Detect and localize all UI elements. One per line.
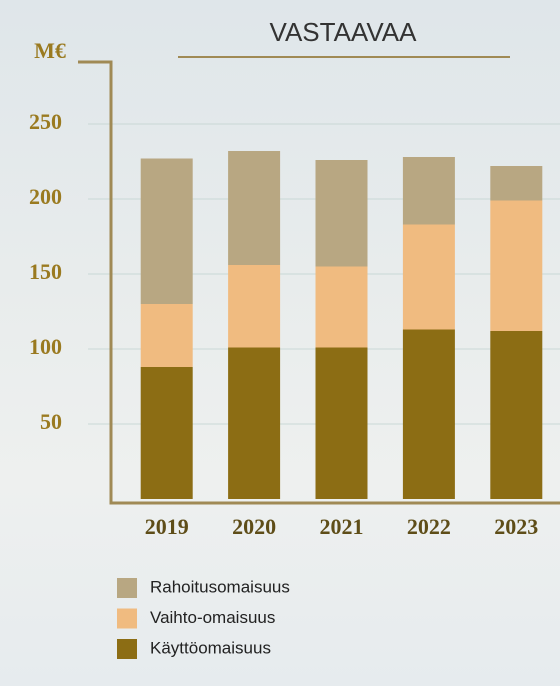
x-tick-label: 2023	[494, 514, 538, 539]
bar-segment	[141, 367, 193, 499]
bar-segment	[490, 201, 542, 332]
bar-segment	[141, 159, 193, 305]
legend-label: Käyttöomaisuus	[150, 638, 271, 657]
bar-segment	[228, 265, 280, 348]
bar-segment	[141, 304, 193, 367]
x-tick-label: 2019	[145, 514, 189, 539]
bar-segment	[403, 225, 455, 330]
legend-label: Rahoitusomaisuus	[150, 577, 290, 596]
bar-segment	[403, 330, 455, 500]
bar-segment	[403, 157, 455, 225]
legend-label: Vaihto-omaisuus	[150, 608, 275, 627]
y-tick-label: 250	[29, 109, 62, 134]
y-tick-label: 50	[40, 409, 62, 434]
bar-segment	[316, 267, 368, 348]
legend-swatch	[117, 578, 137, 598]
chart: VASTAAVAA M€ 50 100 150 200 250 2019 2020 2021 2…	[0, 0, 560, 686]
y-tick-label: 100	[29, 334, 62, 359]
bar-segment	[490, 166, 542, 201]
chart-title: VASTAAVAA	[270, 17, 418, 47]
y-axis-label: M€	[34, 38, 66, 63]
y-tick-label: 150	[29, 259, 62, 284]
bar-segment	[228, 151, 280, 265]
bar-segment	[490, 331, 542, 499]
y-tick-label: 200	[29, 184, 62, 209]
bar-segment	[316, 160, 368, 267]
legend-swatch	[117, 609, 137, 629]
bar-segment	[228, 348, 280, 500]
x-tick-label: 2021	[320, 514, 364, 539]
bar-segment	[316, 348, 368, 500]
x-tick-label: 2022	[407, 514, 451, 539]
x-tick-label: 2020	[232, 514, 276, 539]
legend-swatch	[117, 639, 137, 659]
